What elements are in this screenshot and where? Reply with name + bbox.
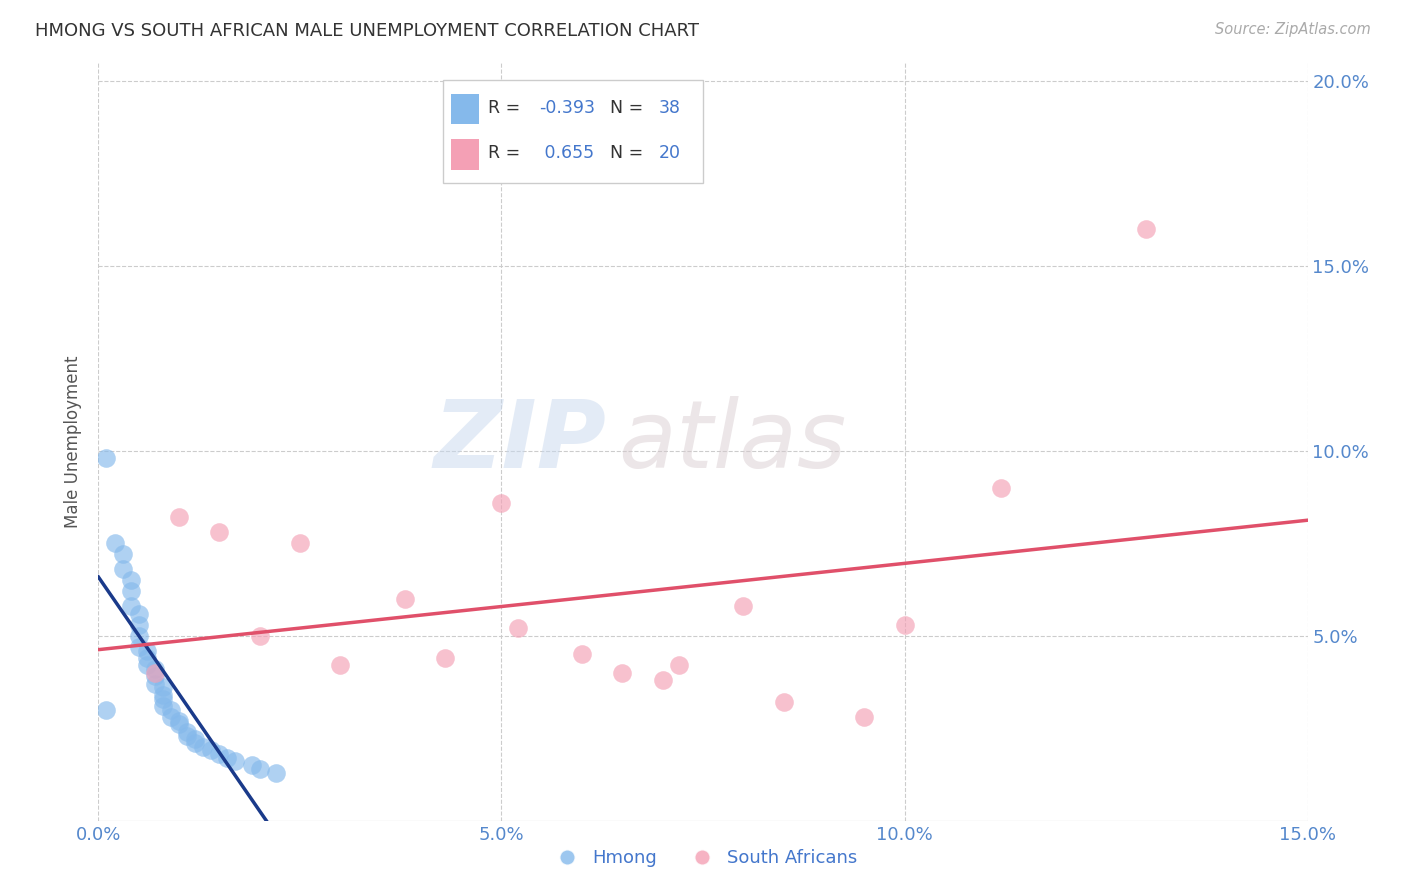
- Point: [103, 536, 125, 550]
- Point: [167, 717, 190, 731]
- Point: [128, 640, 150, 654]
- Point: [1135, 222, 1157, 236]
- Point: [143, 665, 166, 680]
- Text: 0.655: 0.655: [538, 145, 595, 162]
- Point: [111, 562, 134, 576]
- Point: [96, 703, 118, 717]
- Point: [434, 651, 457, 665]
- Point: [264, 765, 287, 780]
- Point: [208, 525, 231, 540]
- Point: [135, 651, 157, 665]
- Point: [733, 599, 755, 614]
- Text: N =: N =: [599, 99, 648, 117]
- FancyBboxPatch shape: [443, 80, 703, 183]
- Point: [491, 495, 513, 509]
- Point: [111, 547, 134, 561]
- Point: [612, 665, 634, 680]
- Bar: [451, 94, 479, 124]
- Point: [167, 714, 190, 728]
- Point: [249, 629, 271, 643]
- Point: [772, 695, 794, 709]
- Point: [249, 762, 271, 776]
- Point: [200, 743, 222, 757]
- Point: [893, 617, 915, 632]
- Point: [96, 451, 118, 466]
- Point: [167, 510, 190, 524]
- Point: [143, 669, 166, 683]
- Point: [288, 536, 311, 550]
- Y-axis label: Male Unemployment: Male Unemployment: [65, 355, 83, 528]
- Point: [651, 673, 673, 687]
- Point: [571, 647, 593, 661]
- Point: [160, 703, 183, 717]
- Point: [224, 755, 246, 769]
- Text: HMONG VS SOUTH AFRICAN MALE UNEMPLOYMENT CORRELATION CHART: HMONG VS SOUTH AFRICAN MALE UNEMPLOYMENT…: [35, 22, 699, 40]
- Text: 20: 20: [659, 145, 681, 162]
- Text: 38: 38: [659, 99, 681, 117]
- Bar: [451, 139, 479, 169]
- Text: Source: ZipAtlas.com: Source: ZipAtlas.com: [1215, 22, 1371, 37]
- Text: ZIP: ZIP: [433, 395, 606, 488]
- Point: [208, 747, 231, 761]
- Point: [184, 736, 207, 750]
- Text: N =: N =: [599, 145, 648, 162]
- Text: R =: R =: [488, 99, 526, 117]
- Point: [240, 758, 263, 772]
- Point: [506, 621, 529, 635]
- Point: [120, 584, 142, 599]
- Point: [853, 710, 876, 724]
- Point: [160, 710, 183, 724]
- Point: [176, 724, 198, 739]
- Point: [990, 481, 1012, 495]
- Point: [152, 698, 174, 713]
- Point: [152, 688, 174, 702]
- Point: [193, 739, 215, 754]
- Point: [176, 729, 198, 743]
- Point: [120, 599, 142, 614]
- Legend: Hmong, South Africans: Hmong, South Africans: [541, 842, 865, 874]
- Point: [668, 658, 690, 673]
- Point: [394, 591, 416, 606]
- Text: -0.393: -0.393: [538, 99, 595, 117]
- Point: [217, 751, 239, 765]
- Point: [329, 658, 352, 673]
- Point: [128, 607, 150, 621]
- Point: [143, 662, 166, 676]
- Point: [152, 691, 174, 706]
- Point: [128, 629, 150, 643]
- Point: [120, 573, 142, 587]
- Point: [152, 681, 174, 695]
- Point: [184, 732, 207, 747]
- Point: [135, 658, 157, 673]
- Text: R =: R =: [488, 145, 526, 162]
- Point: [135, 643, 157, 657]
- Point: [143, 677, 166, 691]
- Text: atlas: atlas: [619, 396, 846, 487]
- Point: [128, 617, 150, 632]
